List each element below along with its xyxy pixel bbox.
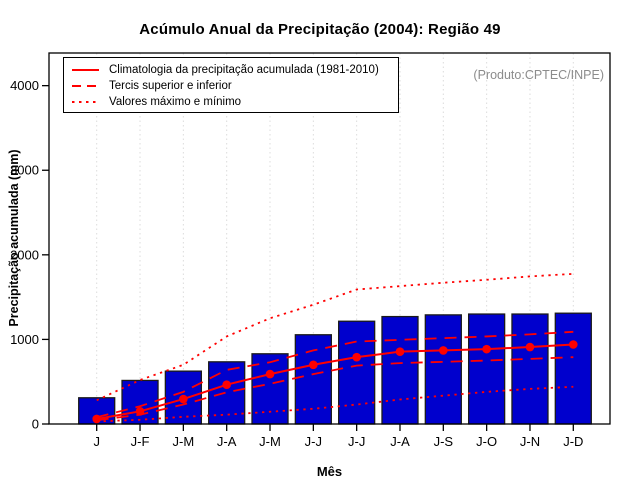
- plot-box: [48, 52, 611, 425]
- x-tick-label: J: [93, 434, 100, 449]
- y-tick-label: 3000: [10, 163, 39, 178]
- dashed-line-icon: [72, 85, 99, 87]
- x-tick-label: J-D: [563, 434, 583, 449]
- series-point: [352, 352, 361, 362]
- series-point: [439, 346, 448, 355]
- producer-watermark: (Produto:CPTEC/INPE): [473, 68, 604, 82]
- x-axis-label: Mês: [316, 464, 343, 479]
- legend-item-maxmin: Valores máximo e mínimo: [72, 94, 398, 110]
- y-tick-label: 4000: [10, 78, 39, 93]
- bar-J-S: [424, 314, 462, 425]
- series-point: [135, 407, 145, 416]
- x-tick-label: J-A: [390, 434, 410, 449]
- legend-item-climatology: Climatologia da precipitação acumulada (…: [72, 62, 398, 78]
- bar-J-O: [467, 313, 506, 425]
- bar-J-D: [554, 312, 592, 425]
- x-tick-label: J-S: [434, 434, 454, 449]
- bar-J-A: [381, 315, 419, 425]
- x-tick-label: J-M: [173, 434, 195, 449]
- chart-title: Acúmulo Anual da Precipitação (2004): Re…: [139, 21, 501, 38]
- series-line-dashed: [96, 356, 574, 422]
- bar-J-M: [164, 370, 203, 425]
- y-axis-label: Precipitação acumulada (mm): [7, 149, 21, 327]
- x-tick-label: J-J: [348, 434, 365, 449]
- bar-J-J: [338, 320, 376, 425]
- solid-line-icon: [72, 69, 99, 71]
- legend-label: Valores máximo e mínimo: [109, 96, 242, 108]
- x-tick-label: J-M: [259, 434, 281, 449]
- legend-item-terciles: Tercis superior e inferior: [72, 78, 398, 94]
- x-tick-label: J-N: [520, 434, 540, 449]
- series-point: [265, 369, 275, 379]
- bar-J-F: [121, 379, 159, 425]
- x-tick-label: J-O: [476, 434, 497, 449]
- series-point: [309, 360, 318, 370]
- y-tick-label: 0: [32, 417, 39, 432]
- series-point: [525, 342, 535, 352]
- series-point: [92, 414, 101, 424]
- series-line-solid: [96, 343, 574, 420]
- y-tick-label: 1000: [10, 332, 39, 347]
- y-tick-label: 2000: [10, 247, 39, 262]
- bar-J-N: [511, 313, 549, 425]
- series-line-dotted: [96, 272, 574, 402]
- x-tick-label: J-A: [217, 434, 237, 449]
- series-point: [395, 347, 405, 356]
- legend-label: Tercis superior e inferior: [109, 80, 232, 92]
- legend-box: Climatologia da precipitação acumulada (…: [63, 57, 399, 113]
- x-tick-label: J-J: [305, 434, 322, 449]
- series-point: [222, 380, 231, 389]
- series-point: [569, 340, 578, 349]
- x-tick-label: J-F: [131, 434, 150, 449]
- bar-J-A: [208, 361, 246, 425]
- legend-label: Climatologia da precipitação acumulada (…: [109, 64, 379, 76]
- dotted-line-icon: [72, 101, 99, 103]
- series-point: [179, 394, 188, 404]
- series-line-dashed: [96, 330, 574, 419]
- series-point: [482, 344, 491, 354]
